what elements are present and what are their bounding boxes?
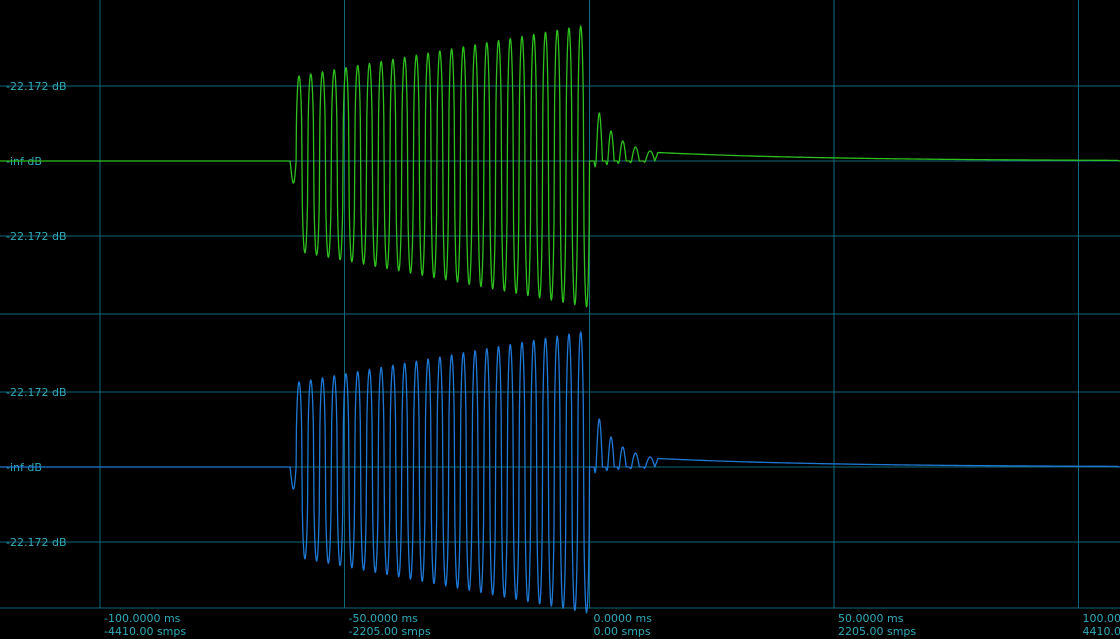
x-label-ms: 0.0000 ms	[594, 612, 653, 625]
x-label-ms: -50.0000 ms	[349, 612, 419, 625]
y-label-upper: -22.172 dB	[6, 80, 66, 93]
y-label-upper: -22.172 dB	[6, 386, 66, 399]
x-label-ms: 100.0000 ms	[1083, 612, 1120, 625]
y-label-lower: -22.172 dB	[6, 230, 66, 243]
y-label-lower: -22.172 dB	[6, 536, 66, 549]
x-label-smps: 0.00 smps	[594, 625, 651, 638]
x-label-smps: -2205.00 smps	[349, 625, 431, 638]
x-label-ms: -100.0000 ms	[104, 612, 181, 625]
x-label-smps: 2205.00 smps	[838, 625, 916, 638]
x-label-smps: -4410.00 smps	[104, 625, 186, 638]
x-label-ms: 50.0000 ms	[838, 612, 904, 625]
x-label-smps: 4410.00 smps	[1083, 625, 1120, 638]
waveform-svg: -22.172 dB-inf dB-22.172 dB-22.172 dB-in…	[0, 0, 1120, 639]
waveform-viewer: -22.172 dB-inf dB-22.172 dB-22.172 dB-in…	[0, 0, 1120, 639]
